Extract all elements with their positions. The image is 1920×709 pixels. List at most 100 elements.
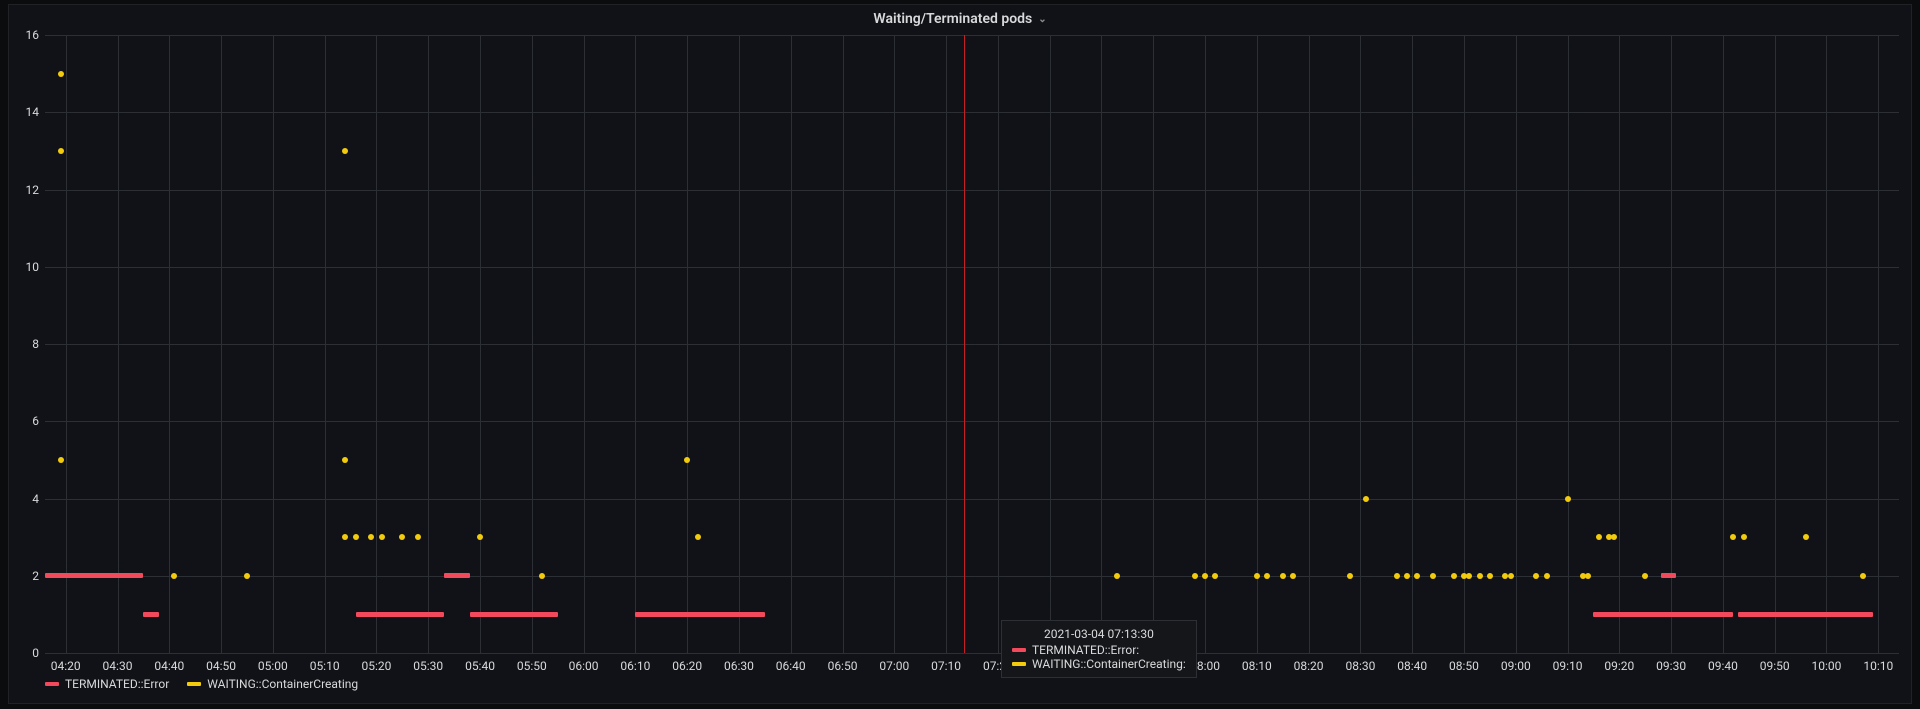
x-axis-tick: 04:30 — [103, 659, 133, 673]
series-point-waiting[interactable] — [1114, 573, 1120, 579]
series-point-waiting[interactable] — [244, 573, 250, 579]
series-segment-terminated[interactable] — [1661, 573, 1677, 578]
series-point-waiting[interactable] — [1394, 573, 1400, 579]
y-axis-tick: 10 — [26, 260, 40, 274]
series-point-waiting[interactable] — [1611, 534, 1617, 540]
x-axis-tick: 08:50 — [1449, 659, 1479, 673]
series-point-waiting[interactable] — [1803, 534, 1809, 540]
y-axis-tick: 0 — [32, 646, 39, 660]
x-axis-tick: 06:00 — [569, 659, 599, 673]
gridline-vertical — [480, 35, 481, 653]
series-point-waiting[interactable] — [1487, 573, 1493, 579]
gridline-vertical — [739, 35, 740, 653]
series-point-waiting[interactable] — [58, 148, 64, 154]
series-point-waiting[interactable] — [1264, 573, 1270, 579]
series-point-waiting[interactable] — [368, 534, 374, 540]
x-axis-tick: 05:30 — [413, 659, 443, 673]
legend-item-terminated[interactable]: TERMINATED::Error — [45, 677, 169, 691]
series-point-waiting[interactable] — [1192, 573, 1198, 579]
series-point-waiting[interactable] — [353, 534, 359, 540]
series-point-waiting[interactable] — [1544, 573, 1550, 579]
series-point-waiting[interactable] — [684, 457, 690, 463]
series-point-waiting[interactable] — [1508, 573, 1514, 579]
x-axis-tick: 05:10 — [310, 659, 340, 673]
series-segment-terminated[interactable] — [1738, 612, 1873, 617]
gridline-vertical — [1516, 35, 1517, 653]
legend-item-waiting[interactable]: WAITING::ContainerCreating — [187, 677, 358, 691]
gridline-vertical — [1723, 35, 1724, 653]
series-point-waiting[interactable] — [539, 573, 545, 579]
series-segment-terminated[interactable] — [356, 612, 444, 617]
gridline-horizontal — [45, 653, 1899, 654]
series-point-waiting[interactable] — [415, 534, 421, 540]
panel-title-row[interactable]: Waiting/Terminated pods ⌄ — [9, 11, 1911, 27]
series-point-waiting[interactable] — [1212, 573, 1218, 579]
series-point-waiting[interactable] — [1533, 573, 1539, 579]
x-axis-tick: 07:50 — [1138, 659, 1168, 673]
plot-area[interactable]: 024681012141604:2004:3004:4004:5005:0005… — [45, 35, 1899, 653]
series-segment-terminated[interactable] — [635, 612, 764, 617]
series-point-waiting[interactable] — [1596, 534, 1602, 540]
panel-title: Waiting/Terminated pods — [873, 11, 1032, 27]
series-point-waiting[interactable] — [1347, 573, 1353, 579]
series-point-waiting[interactable] — [1730, 534, 1736, 540]
legend-label: WAITING::ContainerCreating — [207, 677, 358, 691]
series-point-waiting[interactable] — [1202, 573, 1208, 579]
series-point-waiting[interactable] — [399, 534, 405, 540]
gridline-vertical — [1257, 35, 1258, 653]
series-point-waiting[interactable] — [58, 457, 64, 463]
series-point-waiting[interactable] — [1363, 496, 1369, 502]
gridline-vertical — [1101, 35, 1102, 653]
series-point-waiting[interactable] — [1741, 534, 1747, 540]
gridline-vertical — [1412, 35, 1413, 653]
x-axis-tick: 09:20 — [1604, 659, 1634, 673]
series-point-waiting[interactable] — [1565, 496, 1571, 502]
gridline-vertical — [325, 35, 326, 653]
series-point-waiting[interactable] — [1466, 573, 1472, 579]
gridline-vertical — [66, 35, 67, 653]
series-segment-terminated[interactable] — [470, 612, 558, 617]
series-point-waiting[interactable] — [1477, 573, 1483, 579]
x-axis-tick: 05:00 — [258, 659, 288, 673]
series-segment-terminated[interactable] — [444, 573, 470, 578]
series-point-waiting[interactable] — [1451, 573, 1457, 579]
legend-label: TERMINATED::Error — [65, 677, 169, 691]
series-point-waiting[interactable] — [1860, 573, 1866, 579]
series-point-waiting[interactable] — [1290, 573, 1296, 579]
series-point-waiting[interactable] — [58, 71, 64, 77]
gridline-horizontal — [45, 499, 1899, 500]
gridline-vertical — [169, 35, 170, 653]
series-point-waiting[interactable] — [1280, 573, 1286, 579]
series-segment-terminated[interactable] — [143, 612, 159, 617]
series-point-waiting[interactable] — [1642, 573, 1648, 579]
gridline-vertical — [273, 35, 274, 653]
y-axis-tick: 6 — [32, 414, 39, 428]
series-point-waiting[interactable] — [477, 534, 483, 540]
gridline-vertical — [687, 35, 688, 653]
series-point-waiting[interactable] — [342, 457, 348, 463]
gridline-vertical — [894, 35, 895, 653]
series-point-waiting[interactable] — [1430, 573, 1436, 579]
series-point-waiting[interactable] — [1404, 573, 1410, 579]
series-point-waiting[interactable] — [1585, 573, 1591, 579]
series-point-waiting[interactable] — [171, 573, 177, 579]
gridline-horizontal — [45, 35, 1899, 36]
gridline-vertical — [635, 35, 636, 653]
chart-panel: Waiting/Terminated pods ⌄ 02468101214160… — [8, 4, 1912, 704]
x-axis-tick: 08:30 — [1345, 659, 1375, 673]
series-point-waiting[interactable] — [342, 534, 348, 540]
series-segment-terminated[interactable] — [1593, 612, 1733, 617]
x-axis-tick: 09:30 — [1656, 659, 1686, 673]
series-point-waiting[interactable] — [342, 148, 348, 154]
gridline-vertical — [221, 35, 222, 653]
gridline-horizontal — [45, 190, 1899, 191]
series-point-waiting[interactable] — [379, 534, 385, 540]
series-segment-terminated[interactable] — [45, 573, 143, 578]
gridline-vertical — [532, 35, 533, 653]
series-point-waiting[interactable] — [1414, 573, 1420, 579]
x-axis-tick: 08:40 — [1397, 659, 1427, 673]
x-axis-tick: 09:00 — [1501, 659, 1531, 673]
series-point-waiting[interactable] — [695, 534, 701, 540]
series-point-waiting[interactable] — [1254, 573, 1260, 579]
gridline-horizontal — [45, 112, 1899, 113]
